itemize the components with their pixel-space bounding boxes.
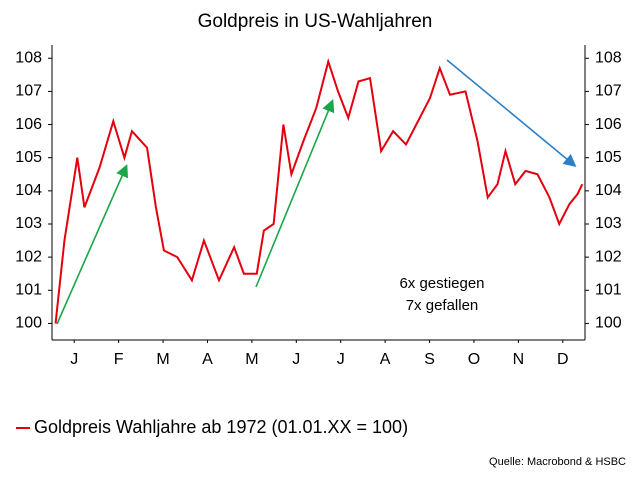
y2-tick-label: 102	[595, 248, 622, 265]
x-tick-label: M	[156, 351, 169, 368]
y2-tick-label: 101	[595, 281, 622, 298]
y-tick-label: 107	[15, 83, 42, 100]
chart-title: Goldpreis in US-Wahljahren	[198, 11, 433, 32]
x-tick-label: O	[468, 351, 480, 368]
y2-tick-label: 100	[595, 315, 622, 332]
x-tick-label: J	[70, 351, 78, 368]
y-tick-label: 106	[15, 116, 42, 133]
annotation: 6x gestiegen	[399, 275, 484, 292]
legend-label: Goldpreis Wahljahre ab 1972 (01.01.XX = …	[34, 417, 408, 437]
y2-tick-label: 108	[595, 49, 622, 66]
x-tick-label: F	[114, 351, 124, 368]
x-tick-label: J	[292, 351, 300, 368]
y-tick-label: 102	[15, 248, 42, 265]
y-tick-label: 100	[15, 315, 42, 332]
y-tick-label: 101	[15, 281, 42, 298]
source: Quelle: Macrobond & HSBC	[489, 456, 626, 468]
y-tick-label: 103	[15, 215, 42, 232]
arrow	[446, 59, 577, 168]
x-tick-label: S	[424, 351, 435, 368]
x-tick-label: A	[380, 351, 391, 368]
y2-tick-label: 103	[595, 215, 622, 232]
x-tick-label: N	[513, 351, 525, 368]
annotation: 7x gefallen	[406, 297, 479, 314]
y2-tick-label: 104	[595, 182, 622, 199]
y2-tick-label: 107	[595, 83, 622, 100]
arrow	[255, 99, 335, 288]
x-tick-label: A	[202, 351, 213, 368]
y2-tick-label: 105	[595, 149, 622, 166]
x-tick-label: D	[557, 351, 569, 368]
y-tick-label: 108	[15, 49, 42, 66]
y2-tick-label: 106	[595, 116, 622, 133]
x-tick-label: M	[245, 351, 258, 368]
y-tick-label: 105	[15, 149, 42, 166]
arrow	[56, 164, 128, 325]
y-tick-label: 104	[15, 182, 42, 199]
line-series	[54, 58, 584, 324]
x-tick-label: J	[337, 351, 345, 368]
